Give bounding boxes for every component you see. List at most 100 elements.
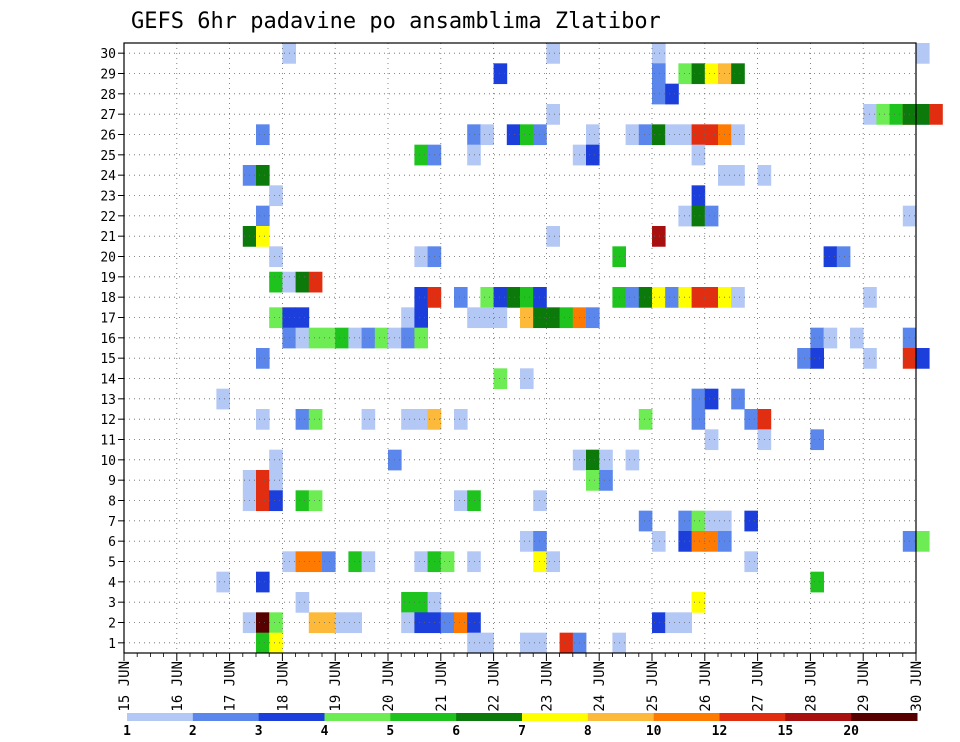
heatmap-cell [546, 43, 560, 64]
heatmap-cell [295, 327, 310, 349]
y-tick-label: 24 [100, 169, 116, 184]
heatmap-cell [454, 490, 468, 512]
heatmap-cell [836, 246, 851, 268]
heatmap-cell [256, 632, 270, 654]
x-tick-label: 24 JUN [592, 661, 608, 712]
heatmap-cell [704, 531, 719, 552]
x-tick-label: 28 JUN [803, 661, 819, 712]
heatmap-cell [454, 409, 468, 430]
heatmap-cell [520, 368, 534, 390]
legend-label: 3 [255, 724, 263, 739]
x-tick-label: 16 JUN [170, 661, 186, 712]
heatmap-cell [216, 571, 230, 593]
y-tick-label: 9 [108, 474, 116, 489]
heatmap-cell [295, 409, 310, 430]
heatmap-cell [652, 531, 666, 552]
legend-label: 7 [518, 724, 526, 739]
heatmap-cell [691, 592, 706, 613]
heatmap-cell [678, 612, 692, 634]
legend-color-swatch [192, 713, 260, 721]
x-tick-label: 18 JUN [275, 661, 291, 712]
heatmap-cell [269, 490, 283, 512]
heatmap-cell [480, 307, 494, 329]
y-tick-label: 30 [100, 47, 116, 62]
heatmap-cell [625, 449, 640, 471]
heatmap-cell [295, 271, 310, 293]
x-tick-label: 29 JUN [856, 661, 872, 712]
heatmap-cell [586, 470, 600, 491]
heatmap-cell [665, 124, 679, 146]
heatmap-cell [256, 348, 270, 369]
heatmap-cell [546, 307, 560, 329]
heatmap-cell [652, 226, 666, 247]
heatmap-cell [348, 612, 362, 634]
heatmap-cell [652, 83, 666, 105]
heatmap-cell [493, 287, 508, 308]
legend-color-swatch [324, 713, 391, 721]
heatmap-cell [256, 571, 270, 593]
heatmap-cell [638, 510, 653, 532]
heatmap-cell [810, 571, 824, 593]
legend-label: 8 [584, 724, 592, 739]
heatmap-cell [308, 327, 323, 349]
heatmap-cell [520, 307, 534, 329]
heatmap-cell [678, 531, 692, 552]
heatmap-cell [414, 246, 428, 268]
heatmap-cell [520, 124, 534, 146]
heatmap-cell [401, 307, 415, 329]
heatmap-cell [269, 307, 283, 329]
heatmap-cell [335, 327, 349, 349]
heatmap-cell [308, 271, 323, 293]
y-tick-label: 29 [100, 68, 116, 83]
heatmap-cell [559, 307, 574, 329]
heatmap-cell [414, 551, 428, 573]
heatmap-cell [401, 612, 415, 634]
heatmap-cell [282, 271, 296, 293]
legend-color-swatch [127, 713, 194, 721]
heatmap-cell [731, 63, 745, 85]
x-tick-label: 17 JUN [223, 661, 239, 712]
y-tick-label: 6 [108, 535, 116, 550]
legend-label: 20 [843, 724, 859, 739]
heatmap-cell [744, 510, 758, 532]
heatmap-cell [546, 104, 560, 125]
heatmap-cell [678, 205, 692, 227]
legend-color-swatch [653, 713, 720, 721]
heatmap-cell [691, 205, 706, 227]
legend-label: 5 [386, 724, 394, 739]
legend-color-swatch [587, 713, 655, 721]
x-tick-label: 30 JUN [909, 661, 925, 712]
heatmap-cell [256, 612, 270, 634]
heatmap-cell [506, 287, 521, 308]
x-tick-label: 15 JUN [117, 661, 133, 712]
heatmap-cell [322, 612, 336, 634]
heatmap-cell [216, 388, 230, 410]
y-tick-label: 1 [108, 637, 116, 652]
heatmap-cell [691, 185, 706, 207]
heatmap-cell [308, 490, 323, 512]
heatmap-cell [414, 287, 428, 308]
heatmap-cell [256, 165, 270, 186]
legend-color-swatch [851, 713, 918, 721]
heatmap-cell [546, 551, 560, 573]
heatmap-cell [480, 632, 494, 654]
heatmap-cell [586, 449, 600, 471]
heatmap-cell [295, 490, 310, 512]
heatmap-cell [586, 124, 600, 146]
heatmap-cell [269, 185, 283, 207]
heatmap-cell [638, 124, 653, 146]
heatmap-cell [731, 287, 745, 308]
heatmap-cell [546, 226, 560, 247]
heatmap-cell [810, 429, 824, 451]
heatmap-cell [652, 43, 666, 64]
heatmap-cell [599, 449, 613, 471]
heatmap-cell [348, 327, 362, 349]
heatmap-cell [638, 409, 653, 430]
heatmap-cell [361, 551, 376, 573]
legend-color-swatch [719, 713, 786, 721]
heatmap-cell [810, 348, 824, 369]
heatmap-cell [929, 104, 943, 125]
y-tick-label: 5 [108, 556, 116, 571]
heatmap-cell [652, 63, 666, 85]
legend-color-swatch [258, 713, 325, 721]
